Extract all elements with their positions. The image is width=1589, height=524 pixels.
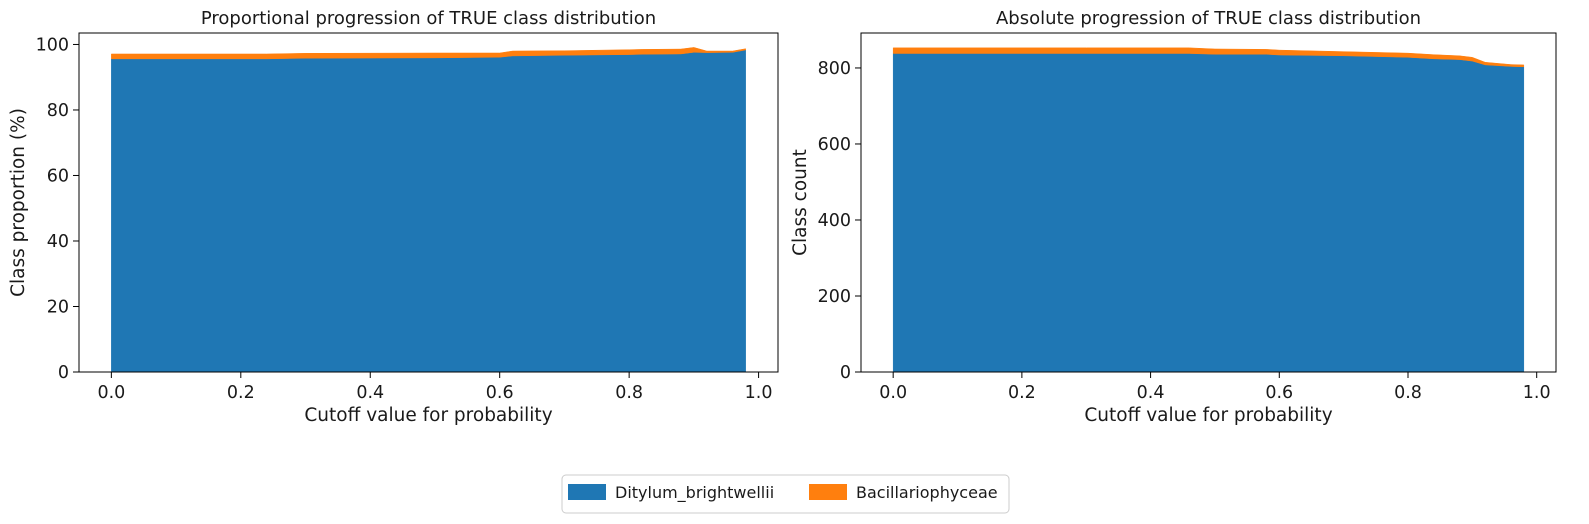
left-y-tick-label: 0: [58, 363, 69, 383]
legend-swatch-bacillariophyceae: [809, 484, 847, 500]
legend-box: [561, 474, 1010, 514]
legend-swatch-ditylum: [568, 484, 606, 500]
left-y-tick-label: 100: [36, 35, 69, 55]
right-x-tick-label: 0.0: [879, 383, 907, 403]
legend: Ditylum_brightwellii Bacillariophyceae: [561, 474, 1010, 514]
right-plot-frame: [860, 32, 1557, 373]
right-area-ditylum: [892, 53, 1525, 373]
left-x-tick-label: 0.0: [97, 383, 125, 403]
left-area-ditylum: [111, 49, 746, 373]
left-x-tick-label: 0.8: [615, 383, 643, 403]
right-y-tick-label: 400: [818, 211, 851, 231]
left-y-tick-label: 20: [47, 297, 69, 317]
right-y-tick-label: 0: [840, 363, 851, 383]
left-y-tick-label: 80: [47, 101, 69, 121]
left-x-tick-label: 0.4: [356, 383, 384, 403]
left-chart-title: Proportional progression of TRUE class d…: [201, 8, 656, 29]
left-x-tick-label: 0.2: [227, 383, 255, 403]
absolute-chart: 0.0 0.2 0.4 0.6 0.8 1.0 0 200 400 600 800 Absolute…: [790, 8, 1557, 426]
left-y-tick-label: 40: [47, 232, 69, 252]
left-x-tick-label: 1.0: [745, 383, 773, 403]
right-x-tick-label: 0.6: [1265, 383, 1293, 403]
right-x-tick-label: 0.2: [1008, 383, 1036, 403]
left-y-tick-label: 60: [47, 166, 69, 186]
legend-label-ditylum: Ditylum_brightwellii: [615, 483, 774, 503]
left-x-tick-label: 0.6: [486, 383, 514, 403]
right-y-axis-label: Class count: [790, 149, 811, 256]
left-x-axis-label: Cutoff value for probability: [304, 405, 552, 426]
right-y-tick-label: 600: [818, 135, 851, 155]
right-y-tick-label: 800: [818, 59, 851, 79]
right-x-tick-label: 0.4: [1137, 383, 1165, 403]
left-y-axis-label: Class proportion (%): [8, 108, 29, 297]
left-area-bacillariophyceae: [111, 47, 746, 60]
right-area-bacillariophyceae: [892, 47, 1525, 68]
right-y-tick-label: 200: [818, 287, 851, 307]
right-x-tick-label: 0.8: [1394, 383, 1422, 403]
proportional-chart: 0.0 0.2 0.4 0.6 0.8 1.0 0 20 40 60 80 100 Proportio…: [8, 8, 779, 426]
right-x-tick-label: 1.0: [1523, 383, 1551, 403]
right-chart-title: Absolute progression of TRUE class distr…: [996, 8, 1421, 29]
right-x-axis-label: Cutoff value for probability: [1084, 405, 1332, 426]
legend-label-bacillariophyceae: Bacillariophyceae: [856, 483, 998, 502]
left-plot-frame: [78, 32, 779, 373]
